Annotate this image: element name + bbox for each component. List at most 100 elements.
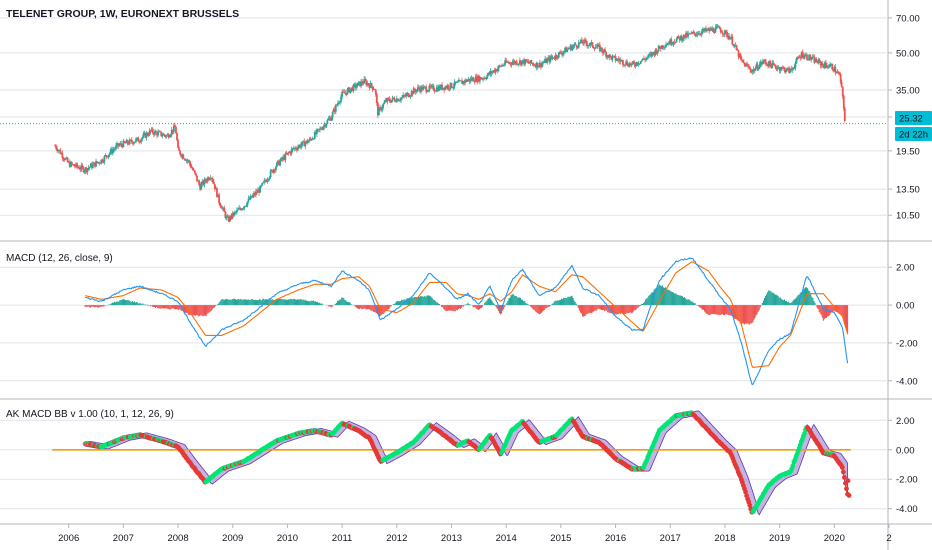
candle-body: [80, 165, 83, 170]
time-tick-label: 2016: [605, 533, 626, 544]
candle-body: [62, 157, 65, 159]
candle-body: [533, 65, 536, 67]
candle-body: [130, 139, 133, 143]
candle-body: [698, 33, 701, 35]
candle-body: [135, 138, 137, 142]
candle-body: [280, 157, 283, 161]
candle-body: [536, 62, 539, 68]
candle-body: [208, 178, 211, 180]
price-tag-value: 25.32: [899, 114, 923, 125]
candle-body: [501, 65, 503, 67]
candle-body: [260, 185, 263, 187]
candle-body: [249, 195, 252, 200]
candle-body: [345, 92, 348, 95]
candle-body: [186, 159, 189, 161]
candle-body: [219, 203, 222, 206]
candle-body: [687, 33, 690, 37]
candle-body: [326, 120, 329, 124]
macd-tick-label: 2.00: [896, 263, 915, 274]
candle-body: [267, 179, 270, 181]
candle-body: [756, 64, 759, 70]
candle-body: [189, 163, 192, 168]
candle-body: [90, 163, 93, 168]
candle-body: [766, 64, 768, 65]
candle-body: [484, 77, 487, 79]
candle-body: [795, 58, 798, 64]
candle-body: [578, 42, 581, 44]
candle-body: [732, 44, 735, 46]
candle-body: [238, 207, 240, 210]
candle-body: [539, 62, 542, 67]
candle-body: [126, 140, 129, 144]
candle-body: [162, 134, 165, 136]
candle-body: [708, 28, 711, 32]
candle-body: [96, 161, 98, 163]
candle-body: [306, 140, 309, 143]
candle-body: [344, 92, 347, 94]
candle-body: [278, 160, 280, 166]
candle-body: [367, 83, 370, 86]
candle-body: [607, 55, 610, 58]
candle-body: [836, 72, 839, 74]
candle-body: [257, 189, 259, 193]
candle-body: [111, 149, 114, 154]
candle-body: [439, 86, 441, 90]
candle-body: [628, 63, 631, 67]
candle-body: [608, 54, 611, 58]
candle-body: [125, 140, 128, 144]
candle-body: [328, 117, 331, 120]
candle-body: [61, 153, 64, 158]
candle-body: [491, 71, 494, 74]
candle-body: [259, 186, 261, 193]
candle-body: [591, 42, 594, 47]
candle-body: [188, 160, 191, 164]
candle-body: [155, 131, 157, 133]
candle-body: [811, 56, 814, 59]
time-tick-label: 2020: [824, 533, 845, 544]
candle-body: [819, 61, 822, 66]
candle-body: [659, 48, 662, 49]
candle-body: [216, 188, 218, 197]
candle-body: [783, 67, 786, 73]
candle-body: [492, 70, 495, 72]
candle-body: [85, 167, 88, 172]
candle-body: [477, 75, 480, 82]
candle-body: [500, 65, 502, 67]
candle-body: [137, 137, 139, 142]
price-tick-label: 10.50: [896, 211, 920, 222]
candle-body: [498, 65, 501, 67]
candle-body: [330, 117, 333, 121]
candle-body: [701, 29, 704, 32]
candle-body: [168, 136, 171, 138]
candle-body: [526, 61, 529, 63]
candle-body: [670, 39, 673, 45]
candle-body: [210, 178, 213, 179]
candle-body: [703, 29, 705, 31]
candle-body: [195, 173, 197, 176]
candle-body: [461, 80, 463, 84]
candle-body: [425, 87, 428, 92]
candle-body: [793, 67, 796, 69]
ak-macd-dot: [790, 463, 796, 469]
candle-body: [632, 61, 635, 63]
candle-body: [736, 49, 739, 51]
candle-body: [163, 134, 166, 136]
candle-body: [577, 42, 580, 48]
candle-body: [685, 32, 687, 38]
candle-body: [532, 63, 535, 66]
candle-body: [83, 171, 86, 172]
candle-body: [737, 50, 740, 58]
candle-body: [320, 128, 322, 130]
candle-body: [462, 81, 464, 84]
candle-body: [382, 104, 385, 108]
candle-body: [252, 193, 255, 196]
candle-body: [790, 68, 793, 70]
time-tick-label: 2019: [769, 533, 790, 544]
candle-body: [454, 81, 457, 83]
candle-body: [212, 181, 215, 185]
candle-body: [368, 85, 371, 89]
ak-macd-bb-series: [52, 410, 852, 516]
candle-body: [201, 181, 204, 185]
candle-body: [315, 129, 318, 134]
